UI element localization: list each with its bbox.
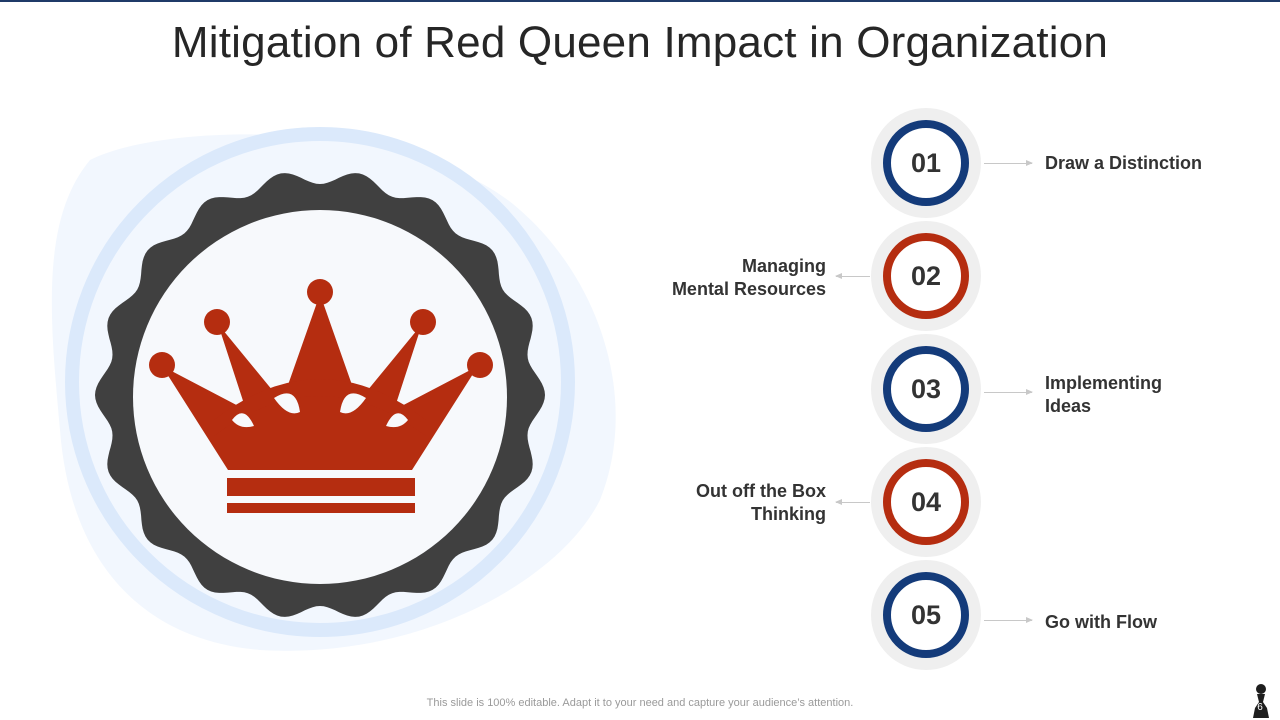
step-number-03: 03 [883,346,969,432]
step-number-02: 02 [883,233,969,319]
step-circle-05: 05 [871,560,981,670]
step-arrow-03 [984,389,1033,395]
slide-title: Mitigation of Red Queen Impact in Organi… [171,18,1109,67]
step-label-line: Managing [742,256,826,276]
step-label-04: Out off the Box Thinking [616,480,826,526]
step-arrow-01 [984,160,1033,166]
pawn-page-icon [1253,684,1269,718]
outer-light-ring [65,127,575,637]
step-label-line: Out off the Box [696,481,826,501]
step-circle-04: 04 [871,447,981,557]
page-number: 6 [1257,702,1263,713]
step-label-line: Draw a Distinction [1045,153,1203,173]
step-label-line: Implementing [1045,373,1163,393]
step-label-line: Thinking [751,504,826,524]
top-rule [0,0,1280,2]
step-label-line: Go with Flow [1045,612,1157,632]
step-label-05: Go with Flow [1045,611,1265,634]
step-number-05: 05 [883,572,969,658]
step-arrow-04 [835,499,870,505]
queen-crown-icon [149,279,493,513]
footer-note: This slide is 100% editable. Adapt it to… [426,697,854,709]
step-circle-01: 01 [871,108,981,218]
step-arrow-02 [835,273,870,279]
step-label-line: Mental Resources [671,279,826,299]
step-label-02: Managing Mental Resources [616,255,826,301]
step-label-line: Ideas [1045,396,1092,416]
crown-badge-illustration [51,127,616,651]
step-circle-02: 02 [871,221,981,331]
step-circle-03: 03 [871,334,981,444]
step-label-01: Draw a Distinction [1045,152,1265,175]
step-label-03: Implementing Ideas [1045,372,1265,418]
step-number-04: 04 [883,459,969,545]
step-arrow-05 [984,617,1033,623]
step-number-01: 01 [883,120,969,206]
